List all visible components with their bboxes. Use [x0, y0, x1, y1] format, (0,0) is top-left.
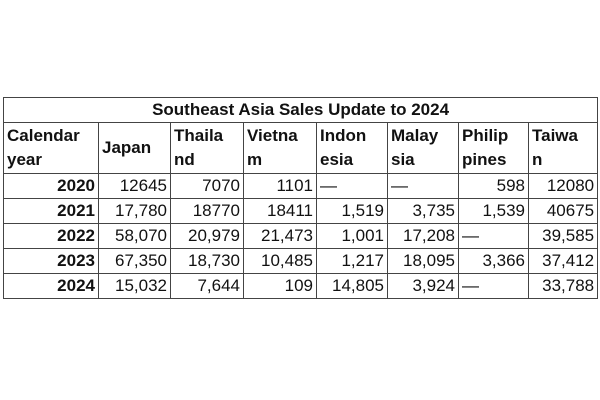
- row-label: 2024: [3, 273, 99, 299]
- cell: 12080: [527, 173, 599, 199]
- cell: 598: [458, 173, 529, 199]
- cell: 58,070: [98, 223, 171, 249]
- column-header: Thaila nd: [170, 122, 244, 174]
- header-line: sia: [391, 150, 415, 169]
- header-line: Calendar: [7, 126, 80, 145]
- cell: 20,979: [170, 223, 244, 249]
- cell: 17,780: [98, 198, 171, 224]
- header-row: Calendar year Japan Thaila nd Vietna m Indon esi…: [3, 122, 599, 174]
- header-line: n: [532, 150, 543, 169]
- row-label: 2021: [3, 198, 99, 224]
- sales-table: Southeast Asia Sales Update to 2024 Cale…: [2, 97, 599, 299]
- cell: 1,001: [316, 223, 388, 249]
- data-row: 2023 67,350 18,730 10,485 1,217 18,095 3,366 37…: [3, 248, 599, 274]
- cell: 1101: [243, 173, 317, 199]
- row-label: 2023: [3, 248, 99, 274]
- cell: 18411: [243, 198, 317, 224]
- cell: 1,217: [316, 248, 388, 274]
- cell: —: [458, 223, 529, 249]
- data-row: 2022 58,070 20,979 21,473 1,001 17,208—39,585: [3, 223, 599, 249]
- cell: —: [316, 173, 388, 199]
- cell: 17,208: [387, 223, 459, 249]
- column-header: Indon esia: [316, 122, 388, 174]
- header-line: nd: [174, 150, 195, 169]
- column-header: Philip pines: [458, 122, 529, 174]
- cell: 39,585: [527, 223, 599, 249]
- row-label: 2022: [3, 223, 99, 249]
- cell: 18,095: [387, 248, 459, 274]
- cell: 10,485: [243, 248, 317, 274]
- header-line: pines: [462, 150, 507, 169]
- header-line: Taiwa: [532, 126, 578, 145]
- cell: 7070: [170, 173, 244, 199]
- data-row: 2024 15,032 7,644 109 14,805 3,924—33,788: [3, 273, 599, 299]
- cell: 40675: [527, 198, 599, 224]
- header-line: m: [247, 150, 263, 169]
- table-title: Southeast Asia Sales Update to 2024: [2, 97, 599, 123]
- cell: 18770: [170, 198, 244, 224]
- cell: 21,473: [243, 223, 317, 249]
- table-body: 2020 12645 7070 1101— —598 12080 2021 17,780 187…: [3, 173, 599, 299]
- column-header: Japan: [98, 122, 171, 174]
- cell: 14,805: [316, 273, 388, 299]
- cell: 1,539: [458, 198, 529, 224]
- cell: 67,350: [98, 248, 171, 274]
- header-line: Vietna: [247, 126, 298, 145]
- data-row: 2021 17,780 18770 18411 1,519 3,735 1,539 40675: [3, 198, 599, 224]
- cell: 33,788: [527, 273, 599, 299]
- column-header: Vietna m: [243, 122, 317, 174]
- cell: 37,412: [527, 248, 599, 274]
- cell: 18,730: [170, 248, 244, 274]
- cell: 3,735: [387, 198, 459, 224]
- cell: 15,032: [98, 273, 171, 299]
- header-line: Japan: [102, 138, 152, 157]
- data-row: 2020 12645 7070 1101— —598 12080: [3, 173, 599, 199]
- cell: 1,519: [316, 198, 388, 224]
- cell: 3,924: [387, 273, 459, 299]
- cell: —: [387, 173, 459, 199]
- header-line: Indon: [320, 126, 367, 145]
- cell: —: [458, 273, 529, 299]
- header-line: esia: [320, 150, 354, 169]
- header-line: Thaila: [174, 126, 224, 145]
- cell: 109: [243, 273, 317, 299]
- column-header: Malay sia: [387, 122, 459, 174]
- cell: 12645: [98, 173, 171, 199]
- header-line: year: [7, 150, 42, 169]
- cell: 3,366: [458, 248, 529, 274]
- header-line: Malay: [391, 126, 439, 145]
- cell: 7,644: [170, 273, 244, 299]
- header-line: Philip: [462, 126, 509, 145]
- column-header: Calendar year: [3, 122, 99, 174]
- column-header: Taiwa n: [527, 122, 599, 174]
- row-label: 2020: [3, 173, 99, 199]
